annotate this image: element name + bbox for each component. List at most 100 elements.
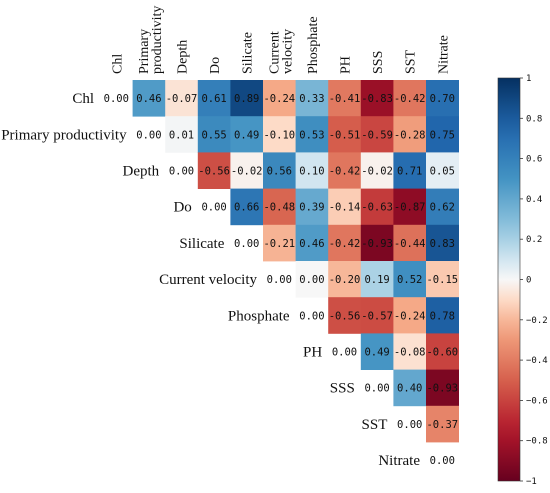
- heatmap-cell: [360, 261, 394, 298]
- heatmap-cell: [295, 116, 329, 153]
- heatmap-cell: [360, 188, 394, 226]
- column-label-line: Nitrate: [436, 35, 451, 74]
- heatmap-cell: [426, 152, 459, 189]
- heatmap-cell: [393, 80, 427, 117]
- cell-value: 0.33: [299, 93, 324, 105]
- colorbar-tick-label: 0.2: [526, 235, 542, 245]
- heatmap-cell: [328, 188, 362, 226]
- heatmap-cell: [393, 297, 427, 334]
- cell-value: 0.62: [430, 202, 455, 214]
- heatmap-cell: [360, 297, 394, 334]
- cell-value: 0.46: [136, 93, 161, 105]
- heatmap-cell: [426, 405, 459, 443]
- cell-value: 0.70: [430, 93, 455, 105]
- cell-value: 0.89: [234, 93, 259, 105]
- heatmap-cell: [295, 80, 329, 117]
- heatmap-cell: [426, 261, 459, 298]
- heatmap-cell: [328, 116, 362, 153]
- cell-value: 0.00: [169, 166, 194, 178]
- colorbar-tick-label: 1: [526, 74, 531, 84]
- cell-value: 0.00: [136, 129, 161, 141]
- cell-value: 0.83: [430, 238, 455, 250]
- colorbar-tick-label: −1: [526, 477, 537, 487]
- cell-value: -0.37: [426, 419, 458, 431]
- cell-value: -0.56: [329, 310, 361, 322]
- column-label-line: productivity: [150, 6, 165, 74]
- row-label: Primary productivity: [1, 127, 127, 143]
- heatmap-cell: [360, 80, 394, 117]
- colorbar-tick-label: 0: [526, 276, 531, 286]
- cell-value: -0.15: [426, 274, 458, 286]
- heatmap-cell: [393, 224, 427, 262]
- cell-values: 0.00 0.46 -0.07 0.61 0.89 -0.24 0.33 -0.41 -0.83…: [104, 93, 458, 467]
- cell-value: -0.83: [361, 93, 393, 105]
- heatmap-cell: [197, 152, 231, 189]
- cell-value: 0.71: [397, 166, 422, 178]
- colorbar-gradient: [497, 77, 521, 482]
- column-label: Silicate: [241, 32, 256, 74]
- cell-value: -0.02: [361, 166, 393, 178]
- cell-value: -0.59: [361, 129, 393, 141]
- heatmap-cell: [295, 261, 329, 298]
- cell-value: -0.42: [329, 166, 361, 178]
- heatmap-cell: [426, 224, 459, 262]
- cell-value: 0.00: [299, 310, 324, 322]
- colorbar-tick-label: −0.6: [526, 396, 548, 406]
- heatmap-cell: [360, 333, 394, 370]
- heatmap-cell: [230, 152, 264, 189]
- heatmap-cell: [263, 152, 296, 189]
- cell-value: 0.00: [267, 274, 292, 286]
- cell-value: 0.00: [364, 383, 389, 395]
- cell-value: 0.05: [430, 166, 455, 178]
- heatmap-cell: [393, 333, 427, 370]
- heatmap-cell: [295, 224, 329, 262]
- heatmap-cell: [328, 152, 362, 189]
- cell-value: -0.48: [263, 202, 295, 214]
- cell-value: 0.01: [169, 129, 194, 141]
- cell-value: 0.39: [299, 202, 324, 214]
- cell-value: -0.42: [394, 93, 426, 105]
- column-label-line: Do: [208, 57, 223, 74]
- cell-value: -0.41: [329, 93, 361, 105]
- colorbar-tick-label: 0.4: [526, 195, 542, 205]
- column-label: Phosphate: [306, 16, 321, 74]
- cell-value: -0.44: [394, 238, 426, 250]
- heatmap-cell: [393, 116, 427, 153]
- colorbar-tick-label: −0.4: [526, 356, 548, 366]
- cell-value: -0.51: [329, 129, 361, 141]
- column-label-line: Chl: [110, 54, 125, 74]
- cell-value: 0.49: [234, 129, 259, 141]
- heatmap-cell: [426, 369, 459, 407]
- cell-value: 0.61: [201, 93, 226, 105]
- cell-value: 0.00: [430, 455, 455, 467]
- cell-value: -0.20: [329, 274, 361, 286]
- heatmap-cell: [360, 152, 394, 189]
- cell-value: 0.56: [267, 166, 292, 178]
- cell-value: 0.00: [397, 419, 422, 431]
- column-label-line: velocity: [280, 29, 295, 74]
- heatmap-cell: [295, 188, 329, 226]
- heatmap-cell: [263, 80, 296, 117]
- row-label: Do: [173, 200, 191, 216]
- heatmap-cell: [230, 188, 264, 226]
- column-label: Chl: [110, 54, 125, 74]
- column-label: Do: [208, 57, 223, 74]
- cell-value: 0.55: [201, 129, 226, 141]
- cell-value: -0.57: [361, 310, 393, 322]
- cell-value: 0.00: [332, 347, 357, 359]
- column-label-line: Depth: [176, 40, 191, 74]
- cell-value: -0.14: [329, 202, 361, 214]
- heatmap-cell: [426, 297, 459, 334]
- cell-value: -0.24: [394, 310, 426, 322]
- column-label: Depth: [176, 40, 191, 74]
- cell-value: -0.21: [263, 238, 295, 250]
- row-label: Nitrate: [378, 453, 420, 469]
- cell-value: -0.63: [361, 202, 393, 214]
- cell-value: 0.19: [364, 274, 389, 286]
- heatmap-cell: [360, 224, 394, 262]
- colorbar-tick-label: 0.6: [526, 155, 542, 165]
- cell-value: -0.10: [263, 129, 295, 141]
- cell-value: -0.24: [263, 93, 295, 105]
